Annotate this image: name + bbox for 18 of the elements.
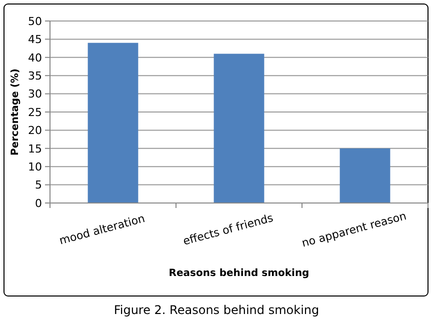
x-axis-title: Reasons behind smoking bbox=[168, 268, 310, 279]
bar bbox=[340, 148, 390, 203]
y-tick-label: 35 bbox=[28, 69, 42, 82]
y-tick-label: 50 bbox=[28, 14, 42, 28]
y-tick-label: 0 bbox=[35, 196, 42, 210]
y-tick-label: 15 bbox=[28, 142, 42, 156]
y-tick-label: 45 bbox=[28, 33, 42, 46]
y-tick-label: 25 bbox=[28, 106, 42, 119]
y-tick-label: 30 bbox=[28, 88, 42, 101]
y-tick-label: 10 bbox=[28, 160, 42, 174]
y-axis-title: Percentage (%) bbox=[10, 68, 21, 156]
y-tick-label: 40 bbox=[28, 51, 42, 64]
caption: Figure 2. Reasons behind smoking bbox=[114, 303, 320, 317]
y-tick-label: 20 bbox=[28, 124, 42, 138]
x-tick-label: effects of friends bbox=[182, 211, 275, 248]
y-tick-label: 5 bbox=[35, 178, 42, 192]
bar bbox=[88, 42, 138, 203]
bar bbox=[214, 54, 264, 203]
